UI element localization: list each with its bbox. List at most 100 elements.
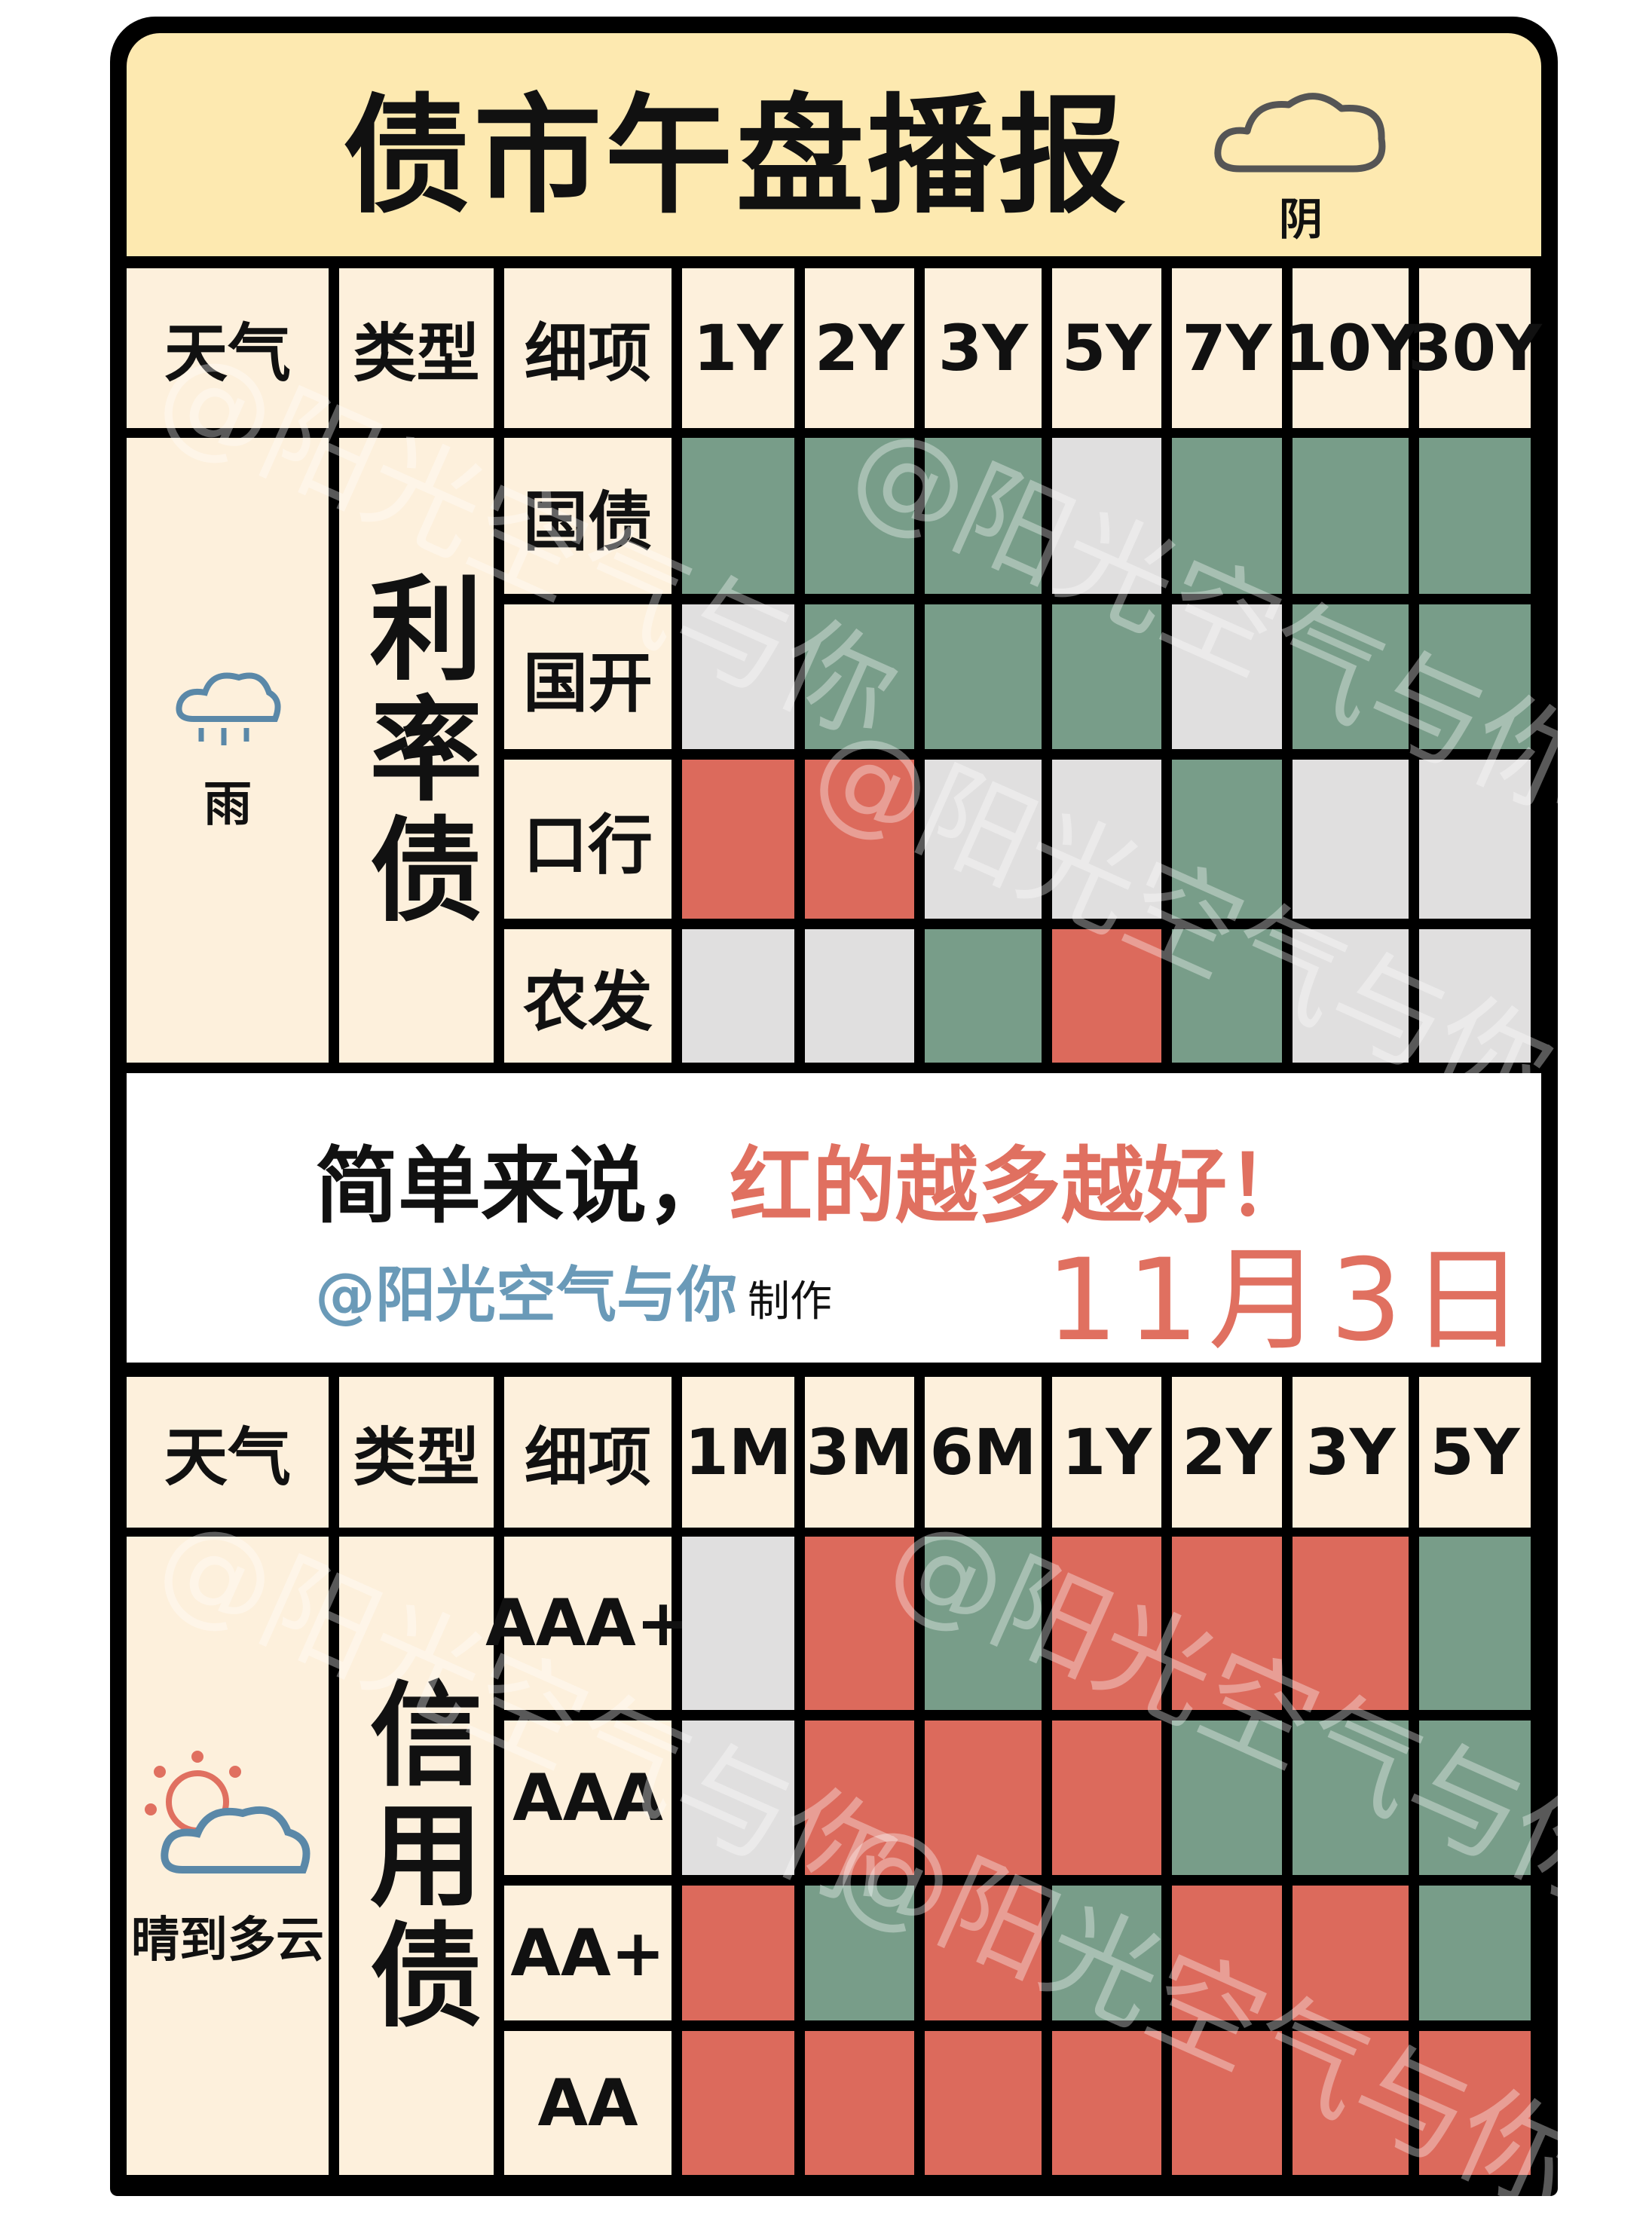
signal-cell-green [1293,438,1409,594]
signal-cell-green [1293,1721,1409,1875]
signal-cell-green [805,604,914,749]
column-header-5Y: 5Y [1052,268,1161,428]
signal-cell-green [925,1537,1042,1710]
column-header-类型: 类型 [339,268,494,428]
row-label: 口行 [504,760,672,919]
signal-cell-red [682,760,794,919]
signal-cell-red [1052,2031,1161,2175]
column-header-30Y: 30Y [1408,268,1542,428]
signal-cell-gray [682,604,794,749]
signal-cell-green [1293,604,1409,749]
signal-cell-red [1172,1537,1282,1710]
signal-cell-red [1052,1537,1161,1710]
signal-cell-green [925,438,1042,594]
row-label: 农发 [504,929,672,1063]
column-header-3M: 3M [805,1377,914,1528]
signal-cell-red [1052,1721,1161,1875]
signal-cell-red [925,2031,1042,2175]
signal-cell-red [1419,2031,1531,2175]
column-header-类型: 类型 [339,1377,494,1528]
page-title: 债市午盘播报 [342,82,1130,231]
author: @阳光空气与你 [315,1260,737,1330]
signal-cell-red [805,2031,914,2175]
signal-cell-red [1293,2031,1409,2175]
signal-cell-green [1052,604,1161,749]
cloud-icon [1214,93,1386,173]
column-header-1Y: 1Y [1052,1377,1161,1528]
signal-cell-gray [1293,929,1409,1063]
column-header-6M: 6M [925,1377,1042,1528]
weather-cell: 雨 [127,438,329,1063]
signal-cell-red [805,1537,914,1710]
row-label: 国债 [504,438,672,594]
column-header-7Y: 7Y [1172,268,1282,428]
signal-cell-green [682,438,794,594]
column-header-2Y: 2Y [1172,1377,1282,1528]
signal-cell-green [1419,604,1531,749]
row-label: AAA+ [485,1537,690,1710]
signal-cell-gray [1293,760,1409,919]
column-header-天气: 天气 [127,1377,329,1528]
weather-label: 阴 [1278,194,1323,245]
title-band: 债市午盘播报 阴 [127,33,1541,256]
signal-cell-green [925,929,1042,1063]
signal-cell-gray [682,1721,794,1875]
column-header-3Y: 3Y [925,268,1042,428]
row-label: AA+ [504,1886,672,2020]
signal-cell-red [682,1886,794,2020]
signal-cell-gray [805,929,914,1063]
signal-cell-green [1172,760,1282,919]
column-header-10Y: 10Y [1283,268,1418,428]
signal-cell-red [805,1721,914,1875]
column-header-1M: 1M [682,1377,794,1528]
signal-cell-green [1052,1886,1161,2020]
signal-cell-green [1419,1537,1531,1710]
signal-cell-gray [1419,929,1531,1063]
row-label: AA [504,2031,672,2175]
date: 11月3日 [1046,1235,1534,1366]
author-line: @阳光空气与你 制作 [315,1246,832,1334]
signal-cell-green [1172,1721,1282,1875]
signal-cell-green [1172,929,1282,1063]
signal-cell-gray [682,1537,794,1710]
signal-cell-gray [1052,438,1161,594]
column-header-细项: 细项 [504,268,672,428]
signal-cell-gray [1052,760,1161,919]
column-header-3Y: 3Y [1293,1377,1409,1528]
column-header-2Y: 2Y [805,268,914,428]
column-header-天气: 天气 [127,268,329,428]
column-header-5Y: 5Y [1419,1377,1531,1528]
signal-cell-green [805,438,914,594]
signal-cell-red [1172,2031,1282,2175]
signal-cell-gray [682,929,794,1063]
signal-cell-gray [1419,760,1531,919]
signal-cell-red [682,2031,794,2175]
signal-cell-red [1052,929,1161,1063]
weather-label: 晴到多云 [131,1912,324,1968]
signal-cell-green [1419,438,1531,594]
column-header-细项: 细项 [504,1377,672,1528]
summary-band: 简单来说，红的越多越好！ @阳光空气与你 制作 11月3日 [127,1073,1541,1366]
signal-cell-green [1419,1886,1531,2020]
signal-cell-red [925,1886,1042,2020]
signal-cell-green [1172,438,1282,594]
summary-highlight: 红的越多越好！ [730,1138,1310,1234]
signal-cell-red [1293,1537,1409,1710]
signal-cell-green [805,1886,914,2020]
signal-cell-green [925,604,1042,749]
sun-behind-cloud-icon [137,1742,318,1895]
weather-label: 雨 [203,776,252,833]
summary-text: 简单来说，红的越多越好！ [315,1118,1310,1239]
rain-cloud-icon [171,666,284,760]
made-label: 制作 [748,1277,832,1326]
column-header-1Y: 1Y [682,268,794,428]
weather-cell: 晴到多云 [127,1537,329,2175]
bond-type: 利率债 [339,438,494,1063]
signal-cell-red [925,1721,1042,1875]
row-label: 国开 [504,604,672,749]
signal-cell-red [805,760,914,919]
signal-cell-gray [1172,604,1282,749]
bond-type: 信用债 [339,1537,494,2175]
signal-cell-gray [925,760,1042,919]
row-label: AAA [504,1721,672,1875]
